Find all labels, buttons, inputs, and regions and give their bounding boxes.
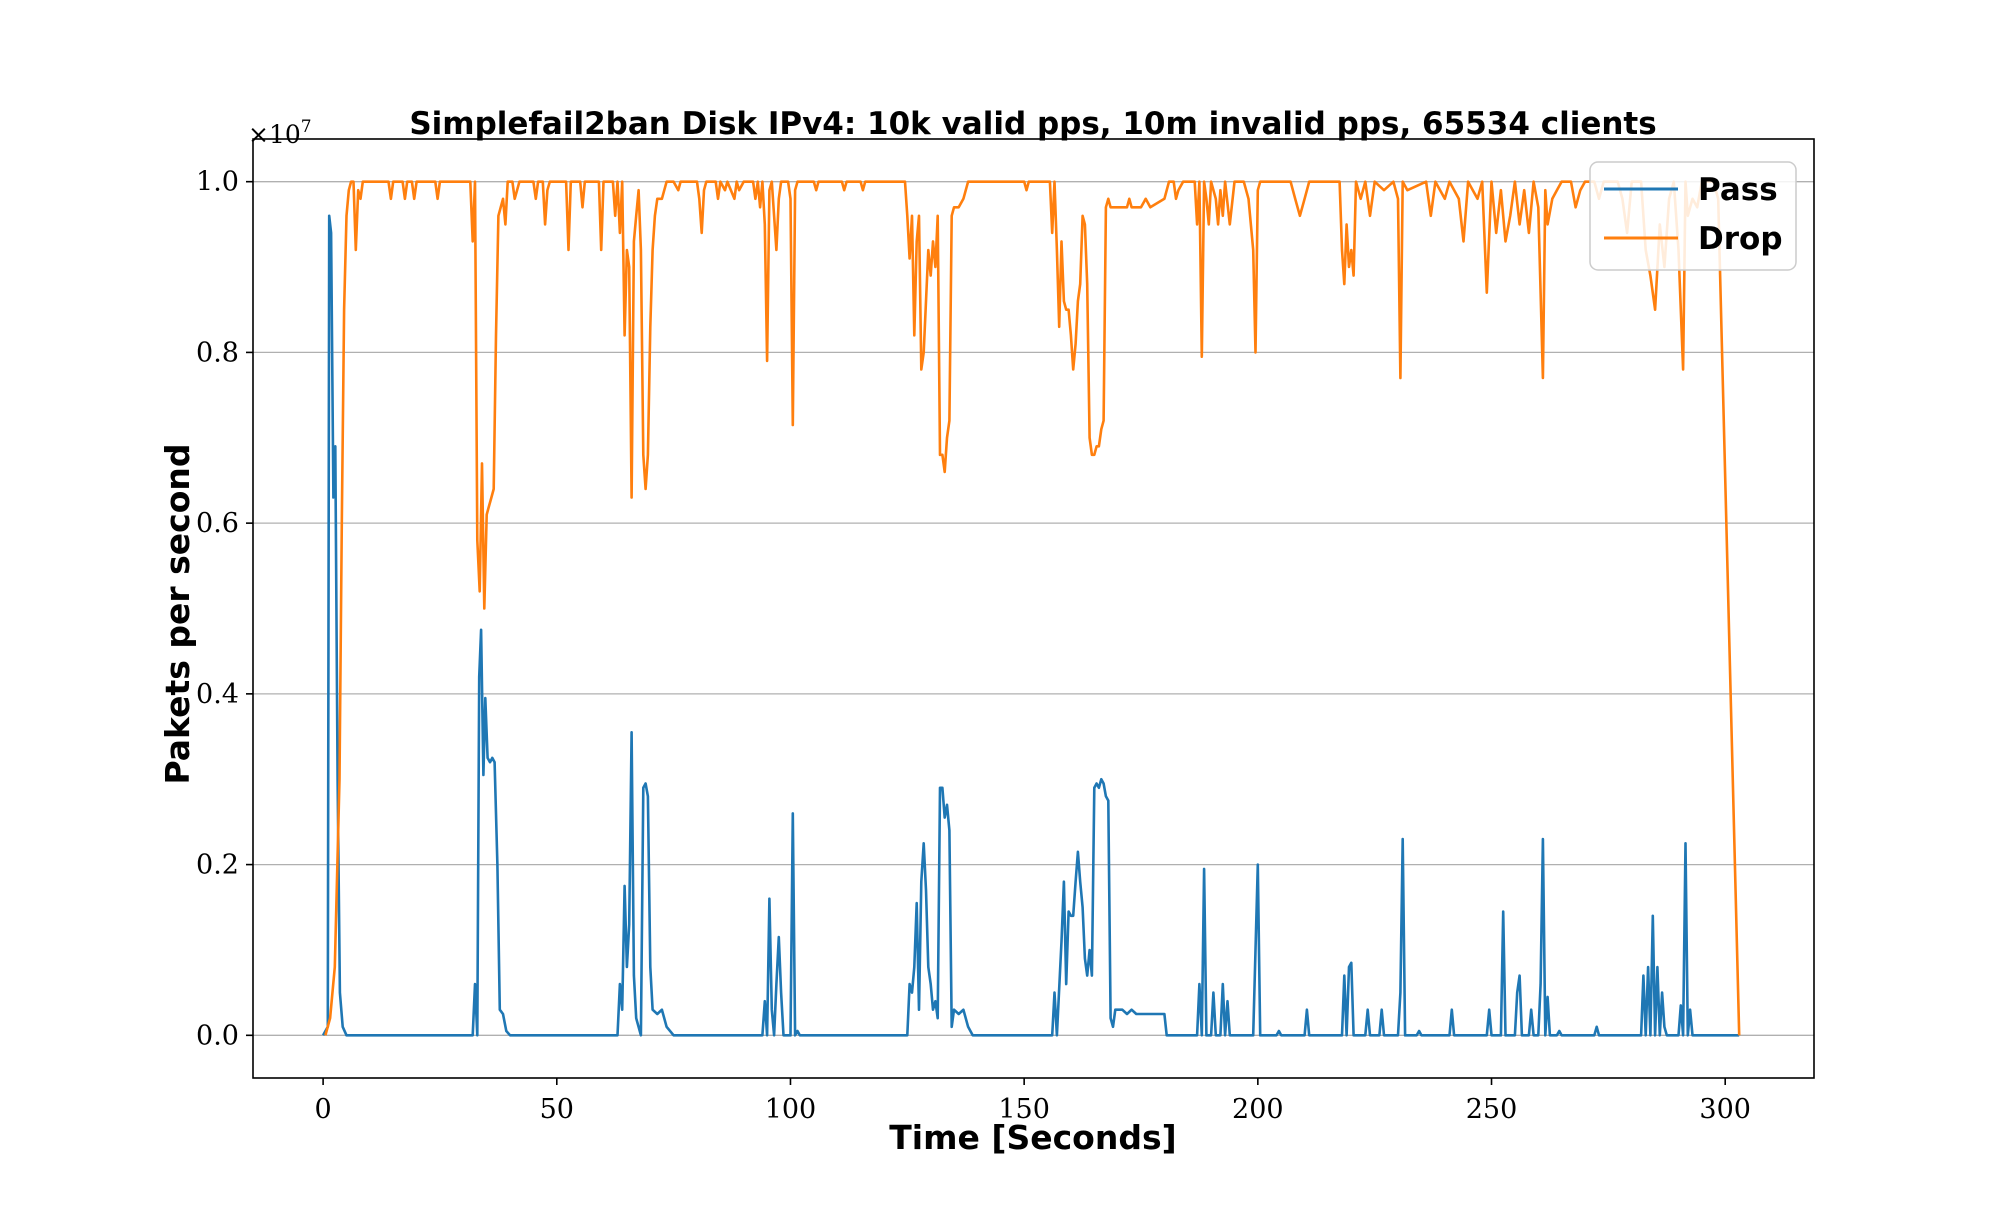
y-tick-label: 0.8 bbox=[196, 337, 239, 368]
legend: Pass Drop bbox=[1589, 161, 1797, 271]
x-tick-label: 200 bbox=[1232, 1094, 1284, 1125]
series-line-pass bbox=[321, 214, 1740, 1037]
series-line-drop bbox=[324, 180, 1741, 1036]
x-tick-label: 150 bbox=[998, 1094, 1050, 1125]
x-tick-label: 250 bbox=[1466, 1094, 1518, 1125]
legend-label-drop: Drop bbox=[1698, 221, 1783, 257]
plot-frame bbox=[252, 138, 1815, 1079]
y-axis-label: Pakets per second bbox=[158, 443, 197, 784]
y-tick-label: 0.2 bbox=[196, 850, 239, 881]
y-offset-label: ×107 bbox=[248, 117, 312, 149]
legend-label-pass: Pass bbox=[1698, 172, 1778, 208]
y-tick-label: 1.0 bbox=[196, 167, 239, 198]
y-tick-label: 0.0 bbox=[196, 1020, 239, 1051]
x-axis-label: Time [Seconds] bbox=[889, 1118, 1176, 1157]
x-tick-label: 300 bbox=[1699, 1094, 1751, 1125]
y-tick-label: 0.6 bbox=[196, 508, 239, 539]
x-axis: 0 50 100 150 200 250 300 bbox=[315, 1078, 1751, 1125]
y-axis: 0.0 0.2 0.4 0.6 0.8 1.0 bbox=[196, 167, 253, 1051]
x-tick-label: 50 bbox=[540, 1094, 574, 1125]
y-tick-label: 0.4 bbox=[196, 679, 239, 710]
x-tick-label: 100 bbox=[765, 1094, 817, 1125]
series-layer bbox=[321, 180, 1741, 1037]
x-tick-label: 0 bbox=[315, 1094, 332, 1125]
chart-title: Simplefail2ban Disk IPv4: 10k valid pps,… bbox=[409, 106, 1656, 142]
